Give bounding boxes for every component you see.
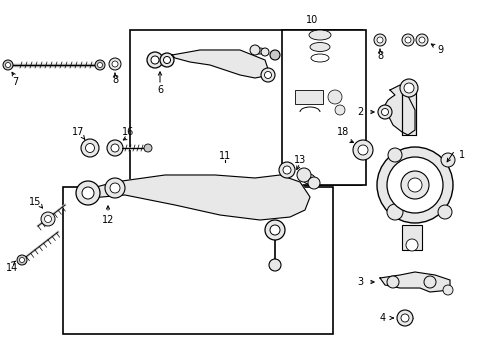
Text: 9: 9 (436, 45, 442, 55)
Circle shape (44, 216, 51, 222)
Circle shape (112, 61, 118, 67)
Text: 17: 17 (72, 127, 84, 137)
Circle shape (76, 181, 100, 205)
Circle shape (415, 34, 427, 46)
Circle shape (373, 34, 385, 46)
Circle shape (111, 144, 119, 152)
Circle shape (85, 144, 94, 153)
Circle shape (404, 37, 410, 43)
Bar (63, 187, 332, 334)
Text: 8: 8 (376, 51, 382, 61)
Circle shape (377, 105, 391, 119)
Bar (401, 225, 421, 250)
Polygon shape (379, 272, 449, 292)
Circle shape (269, 50, 280, 60)
Circle shape (82, 187, 94, 199)
Circle shape (20, 257, 24, 262)
Circle shape (334, 105, 345, 115)
Circle shape (437, 205, 451, 219)
Text: 8: 8 (112, 75, 118, 85)
Ellipse shape (308, 30, 330, 40)
Ellipse shape (309, 42, 329, 51)
Circle shape (352, 140, 372, 160)
Bar (294, 90, 323, 104)
Polygon shape (85, 175, 309, 220)
Circle shape (405, 239, 417, 251)
Circle shape (268, 259, 281, 271)
Circle shape (269, 225, 280, 235)
Circle shape (357, 145, 367, 155)
Text: 15: 15 (29, 197, 41, 207)
Circle shape (283, 166, 290, 174)
Circle shape (423, 276, 435, 288)
Circle shape (386, 157, 442, 213)
Circle shape (110, 183, 120, 193)
Circle shape (386, 204, 402, 220)
Text: 5: 5 (242, 185, 247, 195)
Circle shape (376, 37, 382, 43)
Circle shape (147, 52, 163, 68)
Circle shape (5, 63, 10, 68)
Ellipse shape (303, 174, 314, 184)
Circle shape (107, 140, 123, 156)
Text: 16: 16 (122, 127, 134, 137)
Circle shape (418, 37, 424, 43)
Text: 12: 12 (102, 215, 114, 225)
Text: 14: 14 (6, 263, 18, 273)
Bar (282, 30, 365, 185)
Circle shape (399, 79, 417, 97)
Circle shape (264, 72, 271, 78)
Circle shape (440, 153, 454, 167)
Circle shape (400, 171, 428, 199)
Circle shape (143, 144, 152, 152)
Circle shape (261, 68, 274, 82)
Text: 4: 4 (379, 313, 385, 323)
Text: 13: 13 (293, 155, 305, 165)
Text: 10: 10 (305, 15, 318, 25)
Circle shape (97, 63, 102, 68)
Text: 1: 1 (458, 150, 464, 160)
Circle shape (95, 60, 105, 70)
Circle shape (3, 60, 13, 70)
Circle shape (17, 255, 27, 265)
Circle shape (261, 48, 268, 56)
Circle shape (151, 56, 159, 64)
Text: 3: 3 (356, 277, 362, 287)
Polygon shape (172, 50, 269, 78)
Circle shape (160, 53, 174, 67)
Circle shape (81, 139, 99, 157)
Circle shape (109, 58, 121, 70)
Circle shape (403, 83, 413, 93)
Circle shape (442, 285, 452, 295)
Circle shape (386, 276, 398, 288)
Circle shape (387, 148, 401, 162)
Text: 11: 11 (219, 151, 231, 161)
Circle shape (279, 162, 294, 178)
Circle shape (396, 310, 412, 326)
Text: 18: 18 (336, 127, 348, 137)
Circle shape (400, 314, 408, 322)
Ellipse shape (155, 56, 169, 64)
Circle shape (264, 220, 285, 240)
Circle shape (41, 212, 55, 226)
Circle shape (401, 34, 413, 46)
Ellipse shape (310, 54, 328, 62)
Text: 7: 7 (12, 77, 18, 87)
Polygon shape (384, 85, 414, 135)
Circle shape (105, 178, 125, 198)
Ellipse shape (254, 48, 264, 54)
Circle shape (163, 57, 170, 63)
Circle shape (307, 177, 319, 189)
Bar (401, 90, 415, 135)
Ellipse shape (77, 187, 99, 199)
Circle shape (296, 168, 310, 182)
Circle shape (381, 108, 387, 116)
Circle shape (249, 45, 260, 55)
Text: 2: 2 (356, 107, 363, 117)
Circle shape (327, 90, 341, 104)
Circle shape (407, 178, 421, 192)
Bar (130, 30, 361, 185)
Text: 6: 6 (157, 85, 163, 95)
Circle shape (376, 147, 452, 223)
